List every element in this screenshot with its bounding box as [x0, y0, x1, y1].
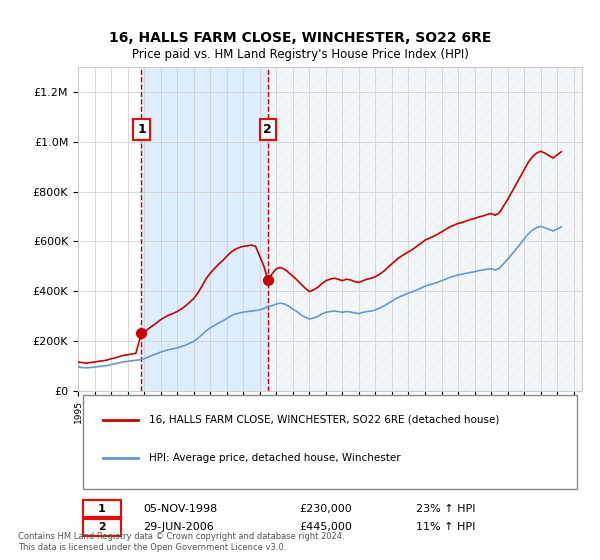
Text: Price paid vs. HM Land Registry's House Price Index (HPI): Price paid vs. HM Land Registry's House …	[131, 48, 469, 60]
Text: 23% ↑ HPI: 23% ↑ HPI	[416, 503, 475, 514]
Text: 2: 2	[98, 522, 106, 532]
Text: 16, HALLS FARM CLOSE, WINCHESTER, SO22 6RE: 16, HALLS FARM CLOSE, WINCHESTER, SO22 6…	[109, 31, 491, 45]
FancyBboxPatch shape	[83, 500, 121, 517]
Text: HPI: Average price, detached house, Winchester: HPI: Average price, detached house, Winc…	[149, 452, 400, 463]
Text: Contains HM Land Registry data © Crown copyright and database right 2024.
This d: Contains HM Land Registry data © Crown c…	[18, 532, 344, 552]
Text: £445,000: £445,000	[300, 522, 353, 532]
Text: 16, HALLS FARM CLOSE, WINCHESTER, SO22 6RE (detached house): 16, HALLS FARM CLOSE, WINCHESTER, SO22 6…	[149, 415, 499, 425]
Text: 1: 1	[137, 123, 146, 136]
Text: 29-JUN-2006: 29-JUN-2006	[143, 522, 214, 532]
Bar	[142, 67, 268, 391]
Text: 05-NOV-1998: 05-NOV-1998	[143, 503, 218, 514]
FancyBboxPatch shape	[83, 519, 121, 536]
Text: £230,000: £230,000	[300, 503, 353, 514]
Text: 2: 2	[263, 123, 272, 136]
Text: 11% ↑ HPI: 11% ↑ HPI	[416, 522, 475, 532]
FancyBboxPatch shape	[83, 395, 577, 489]
Text: 1: 1	[98, 503, 106, 514]
Bar	[268, 67, 582, 391]
